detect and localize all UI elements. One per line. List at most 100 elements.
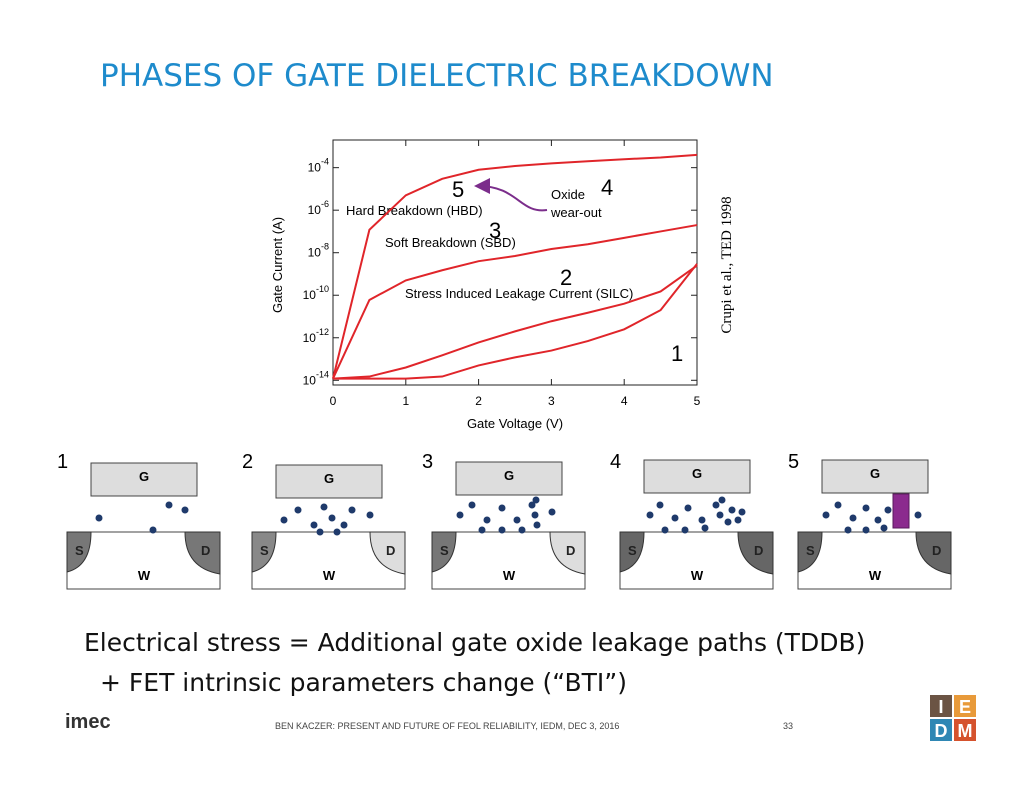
electron xyxy=(366,511,374,519)
y-tick-label: 10-6 xyxy=(308,199,329,217)
drain-well xyxy=(737,531,774,575)
drain-well xyxy=(369,531,406,575)
gate xyxy=(275,464,383,499)
curve xyxy=(333,263,698,380)
curve xyxy=(332,264,698,380)
electron xyxy=(528,501,536,509)
panel-number: 3 xyxy=(422,451,433,473)
electron xyxy=(532,496,540,504)
gate-label: G xyxy=(692,466,702,481)
drain-label: D xyxy=(566,543,575,558)
electron xyxy=(468,501,476,509)
electron xyxy=(884,506,892,514)
panel-number: 1 xyxy=(57,451,68,473)
well-label: W xyxy=(503,568,516,583)
phase-number: 4 xyxy=(601,175,613,200)
electron xyxy=(310,521,318,529)
gate-label: G xyxy=(504,468,514,483)
phase-number: 3 xyxy=(489,218,501,243)
source-well xyxy=(619,531,645,573)
electron xyxy=(456,511,464,519)
annotation: Hard Breakdown (HBD) xyxy=(346,203,483,218)
phase-number: 2 xyxy=(560,265,572,290)
x-tick-label: 1 xyxy=(402,394,409,408)
electron xyxy=(181,506,189,514)
phase-number: 5 xyxy=(452,177,464,202)
breakdown-path xyxy=(892,493,910,529)
source-label: S xyxy=(75,543,84,558)
badge-letter: E xyxy=(959,697,971,717)
electron xyxy=(333,528,341,536)
electron xyxy=(822,511,830,519)
well-label: W xyxy=(323,568,336,583)
electron xyxy=(280,516,288,524)
electron xyxy=(724,518,732,526)
annotation: wear-out xyxy=(550,205,602,220)
drain-well xyxy=(549,531,586,575)
badge-letter: D xyxy=(935,721,948,741)
electron xyxy=(149,526,157,534)
panel-number: 4 xyxy=(610,451,621,473)
electron xyxy=(681,526,689,534)
electron xyxy=(533,521,541,529)
electron xyxy=(880,524,888,532)
slide-title: PHASES OF GATE DIELECTRIC BREAKDOWN xyxy=(100,58,774,94)
electron xyxy=(874,516,882,524)
electron xyxy=(914,511,922,519)
panel-number: 2 xyxy=(242,451,253,473)
annotation: Oxide xyxy=(551,187,585,202)
electron xyxy=(513,516,521,524)
drain-label: D xyxy=(386,543,395,558)
badge-tile xyxy=(954,719,976,741)
electron xyxy=(483,516,491,524)
x-tick-label: 3 xyxy=(548,394,555,408)
electron xyxy=(548,508,556,516)
electron xyxy=(294,506,302,514)
gate xyxy=(643,459,751,494)
badge-tile xyxy=(930,695,952,717)
gate xyxy=(90,462,198,497)
annotation: Soft Breakdown (SBD) xyxy=(385,235,516,250)
arrow xyxy=(474,178,548,212)
drain-label: D xyxy=(932,543,941,558)
electron xyxy=(701,524,709,532)
footer-text: BEN KACZER: PRESENT AND FUTURE OF FEOL R… xyxy=(275,721,619,731)
drain-label: D xyxy=(754,543,763,558)
electron xyxy=(95,514,103,522)
electron xyxy=(646,511,654,519)
source-well xyxy=(797,531,823,573)
curve xyxy=(332,153,698,379)
x-axis-label: Gate Voltage (V) xyxy=(467,416,563,431)
body-line: Electrical stress = Additional gate oxid… xyxy=(84,628,866,657)
source-label: S xyxy=(260,543,269,558)
x-tick-label: 0 xyxy=(330,394,337,408)
source-label: S xyxy=(440,543,449,558)
electron xyxy=(718,496,726,504)
page-number: 33 xyxy=(783,721,793,731)
well-label: W xyxy=(869,568,882,583)
gate-label: G xyxy=(324,471,334,486)
gate-label: G xyxy=(139,469,149,484)
well-label: W xyxy=(691,568,704,583)
drain-well xyxy=(184,531,221,575)
electron xyxy=(734,516,742,524)
gate xyxy=(821,459,929,494)
source-well xyxy=(431,531,457,573)
drain-label: D xyxy=(201,543,210,558)
y-tick-label: 10-8 xyxy=(308,242,329,260)
phase-number: 1 xyxy=(671,341,683,366)
x-tick-label: 2 xyxy=(475,394,482,408)
electron xyxy=(661,526,669,534)
y-tick-label: 10-14 xyxy=(303,369,329,387)
badge-tile xyxy=(930,719,952,741)
electron xyxy=(671,514,679,522)
source-label: S xyxy=(806,543,815,558)
plot-frame xyxy=(332,139,698,386)
electron xyxy=(862,504,870,512)
electron xyxy=(165,501,173,509)
badge-letter: M xyxy=(958,721,973,741)
body-line: + FET intrinsic parameters change (“BTI”… xyxy=(100,668,627,697)
electron xyxy=(728,506,736,514)
electron xyxy=(498,526,506,534)
